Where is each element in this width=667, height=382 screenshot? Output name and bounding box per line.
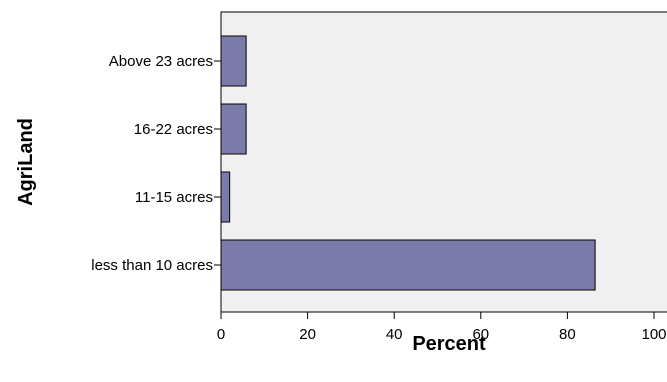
bar <box>220 35 247 87</box>
bar <box>220 239 596 291</box>
y-axis-ticks: Above 23 acres 16-22 acres 11-15 acres less… <box>91 53 221 274</box>
y-axis-title: AgriLand <box>15 118 37 206</box>
x-tick-label: 0 <box>217 326 225 343</box>
x-tick-label: 80 <box>559 326 576 343</box>
x-tick-label: 40 <box>386 326 403 343</box>
bar <box>220 103 247 155</box>
x-axis-ticks: 0 20 40 60 80 100 <box>217 312 667 343</box>
x-axis-title: Percent <box>412 333 486 355</box>
y-tick-label: less than 10 acres <box>91 257 213 274</box>
y-tick-label: 11-15 acres <box>135 189 213 206</box>
x-tick-label: 100 <box>641 326 666 343</box>
x-tick-label: 60 <box>472 326 489 343</box>
y-tick-label: Above 23 acres <box>109 53 213 70</box>
bar <box>220 171 231 223</box>
x-tick-label: 20 <box>299 326 316 343</box>
y-tick-label: 16-22 acres <box>134 121 213 138</box>
